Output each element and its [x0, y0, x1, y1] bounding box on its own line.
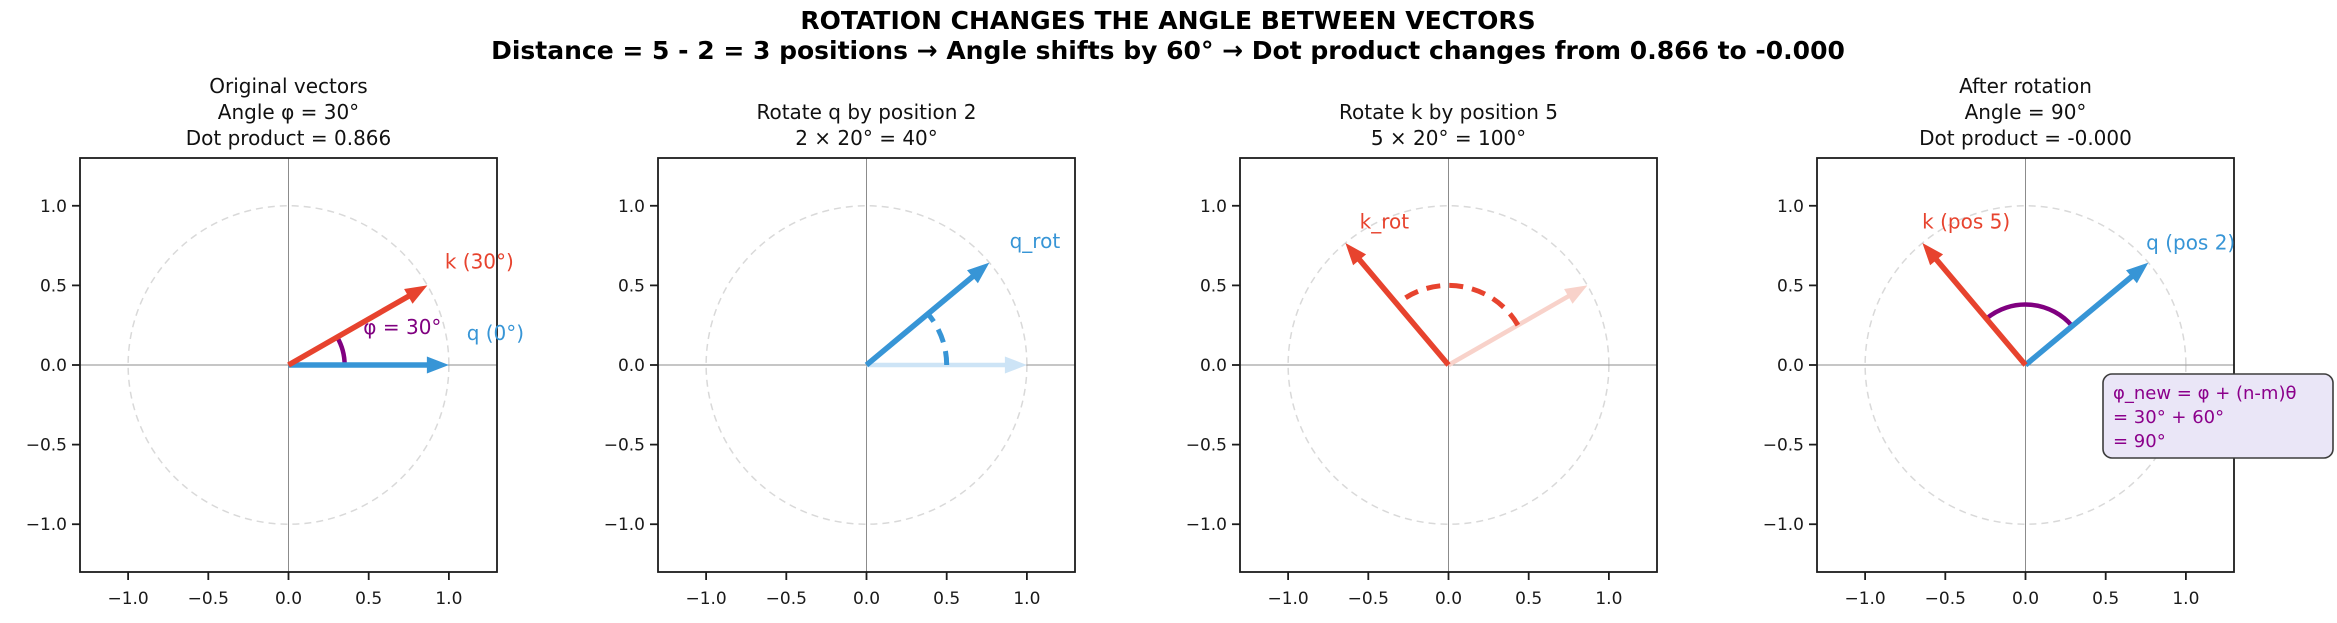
vector-label-1: k (30°): [445, 250, 514, 274]
vector-arrow-q_rot: [864, 273, 976, 368]
subplot-1-title-line-2: Angle φ = 30°: [218, 100, 359, 124]
x-tick-label: 0.5: [355, 589, 382, 609]
x-tick-label: −1.0: [685, 589, 726, 609]
y-tick-label: 0.0: [1777, 356, 1804, 376]
vector-arrow-k: [287, 292, 412, 368]
y-tick-label: 0.5: [618, 276, 645, 296]
vector-arrow-k-original-faded: [1447, 293, 1572, 367]
subplot-3-title-line-2: 5 × 20° = 100°: [1371, 126, 1526, 150]
subplot-3-title-line-1: Rotate k by position 5: [1339, 100, 1558, 124]
vector-arrowhead-k-pos-5: [1922, 243, 1944, 266]
subplot-3: Rotate k by position 55 × 20° = 100° −1.0…: [1186, 100, 1658, 609]
y-tick-label: −0.5: [1763, 436, 1804, 456]
subplot-4-title-line-1: After rotation: [1959, 74, 2092, 98]
y-tick-label: 0.0: [40, 356, 67, 376]
vector-arrowhead-k: [404, 285, 428, 304]
angle-arc: [1395, 282, 1521, 327]
annotation-line-3: = 90°: [2113, 431, 2166, 452]
x-tick-label: −0.5: [1925, 589, 1966, 609]
vector-arrowhead-q_rot: [967, 262, 990, 284]
subplot-2-title-line-1: Rotate q by position 2: [756, 100, 976, 124]
y-tick-label: 0.0: [1200, 356, 1227, 376]
x-tick-label: 0.0: [2012, 589, 2039, 609]
x-tick-label: 0.5: [933, 589, 960, 609]
vector-label-1: k_rot: [1360, 210, 1410, 234]
vector-arrowhead-q-original-faded: [1004, 356, 1027, 374]
subplot-4-title-line-2: Angle = 90°: [1965, 100, 2087, 124]
y-tick-label: −1.0: [1186, 515, 1227, 535]
y-tick-label: 0.5: [40, 276, 67, 296]
angle-arc: [335, 336, 347, 366]
figure-suptitle-line1: ROTATION CHANGES THE ANGLE BETWEEN VECTO…: [800, 6, 1535, 35]
x-tick-label: 0.0: [1435, 589, 1462, 609]
vector-label-3: φ = 30°: [363, 315, 441, 339]
subplot-4-title-line-3: Dot product = -0.000: [1919, 126, 2132, 150]
angle-arc: [925, 312, 950, 366]
y-tick-label: 1.0: [1777, 197, 1804, 217]
y-tick-label: −1.0: [26, 515, 67, 535]
y-tick-label: −0.5: [1186, 436, 1227, 456]
vector-arrow-k-pos-5: [1933, 256, 2028, 367]
y-tick-label: −1.0: [1763, 515, 1804, 535]
figure-suptitle-line2: Distance = 5 - 2 = 3 positions → Angle s…: [491, 36, 1845, 65]
x-tick-label: 1.0: [1013, 589, 1040, 609]
vector-arrow-k_rot: [1356, 256, 1451, 367]
x-tick-label: −0.5: [188, 589, 229, 609]
y-tick-label: 0.5: [1777, 276, 1804, 296]
x-tick-label: 0.5: [1515, 589, 1542, 609]
annotation-background: [2102, 373, 2334, 459]
vector-arrowhead-q: [426, 356, 449, 374]
vector-label-1: q_rot: [1010, 229, 1061, 253]
angle-arc: [1984, 302, 2074, 328]
y-tick-label: −1.0: [604, 515, 645, 535]
y-tick-label: −0.5: [26, 436, 67, 456]
y-tick-label: 1.0: [40, 197, 67, 217]
vector-label-1: k (pos 5): [1922, 210, 2010, 234]
x-tick-label: 0.0: [275, 589, 302, 609]
subplot-2: Rotate q by position 22 × 20° = 40° −1.0 −…: [604, 100, 1076, 609]
x-tick-label: 1.0: [1595, 589, 1622, 609]
vector-arrowhead-k-original-faded: [1564, 285, 1588, 304]
y-tick-label: 1.0: [1200, 197, 1227, 217]
vector-label-2: q (0°): [467, 321, 524, 345]
y-tick-label: 0.0: [618, 356, 645, 376]
subplot-1-title-line-3: Dot product = 0.866: [186, 126, 392, 150]
annotation-line-1: φ_new = φ + (n-m)θ: [2113, 383, 2297, 404]
x-tick-label: 1.0: [435, 589, 462, 609]
annotation-line-2: = 30° + 60°: [2113, 407, 2224, 428]
vector-arrowhead-q-pos-2: [2126, 262, 2149, 284]
y-tick-label: 1.0: [618, 197, 645, 217]
vector-label-2: q (pos 2): [2146, 230, 2235, 254]
vector-arrowhead-k_rot: [1345, 243, 1367, 266]
x-tick-label: 1.0: [2172, 589, 2199, 609]
annotation-box: φ_new = φ + (n-m)θ = 30° + 60° = 90°: [2102, 373, 2334, 459]
vector-arrow-q-pos-2: [2023, 273, 2135, 368]
x-tick-label: −1.0: [107, 589, 148, 609]
x-tick-label: −1.0: [1267, 589, 1308, 609]
subplot-1-title-line-1: Original vectors: [209, 74, 367, 98]
x-tick-label: 0.5: [2092, 589, 2119, 609]
x-tick-label: −1.0: [1844, 589, 1885, 609]
x-tick-label: 0.0: [853, 589, 880, 609]
y-tick-label: −0.5: [604, 436, 645, 456]
y-tick-label: 0.5: [1200, 276, 1227, 296]
x-tick-label: −0.5: [1348, 589, 1389, 609]
subplot-2-title-line-2: 2 × 20° = 40°: [795, 126, 938, 150]
x-tick-label: −0.5: [766, 589, 807, 609]
